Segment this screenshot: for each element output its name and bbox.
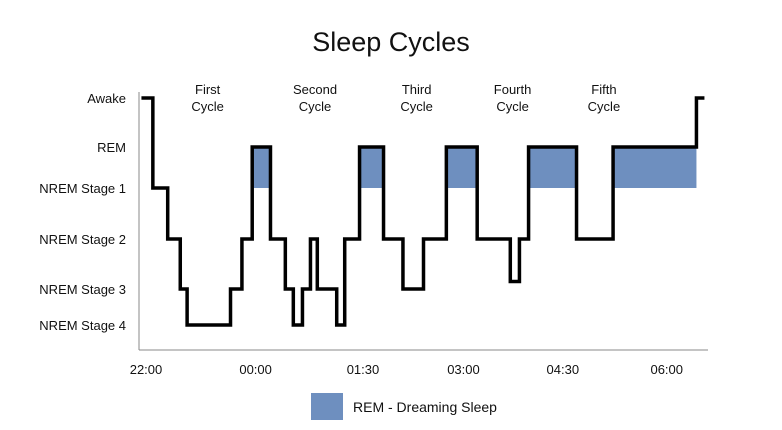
- rem-period-shading: [359, 147, 384, 188]
- x-tick-label: 06:00: [650, 362, 683, 377]
- x-tick-label: 00:00: [239, 362, 272, 377]
- rem-period-shading: [252, 147, 271, 188]
- cycle-label: Cycle: [191, 99, 224, 114]
- y-tick-label: REM: [97, 140, 126, 155]
- sleep-stage-line: [141, 96, 705, 327]
- cycle-label: Cycle: [299, 99, 332, 114]
- cycle-label: Cycle: [588, 99, 621, 114]
- x-tick-label: 04:30: [547, 362, 580, 377]
- rem-period-shading: [528, 147, 577, 188]
- y-tick-label: NREM Stage 1: [39, 181, 126, 196]
- x-tick-label: 03:00: [447, 362, 480, 377]
- legend-label-rem: REM - Dreaming Sleep: [353, 399, 497, 415]
- x-tick-label: 22:00: [130, 362, 163, 377]
- cycle-label: Third: [402, 82, 432, 97]
- legend-swatch-rem: [311, 393, 343, 420]
- rem-period-shading: [613, 147, 697, 188]
- legend: REM - Dreaming Sleep: [311, 393, 497, 420]
- cycle-label: First: [195, 82, 221, 97]
- cycle-label: Fourth: [494, 82, 532, 97]
- y-tick-label: NREM Stage 3: [39, 282, 126, 297]
- cycle-label: Fifth: [591, 82, 616, 97]
- y-tick-label: NREM Stage 4: [39, 318, 126, 333]
- cycle-label: Cycle: [496, 99, 529, 114]
- rem-period-shading: [446, 147, 478, 188]
- y-tick-label: NREM Stage 2: [39, 232, 126, 247]
- x-tick-label: 01:30: [347, 362, 380, 377]
- cycle-label: Second: [293, 82, 337, 97]
- cycle-label: Cycle: [400, 99, 433, 114]
- chart-title: Sleep Cycles: [312, 27, 470, 57]
- y-tick-label: Awake: [87, 91, 126, 106]
